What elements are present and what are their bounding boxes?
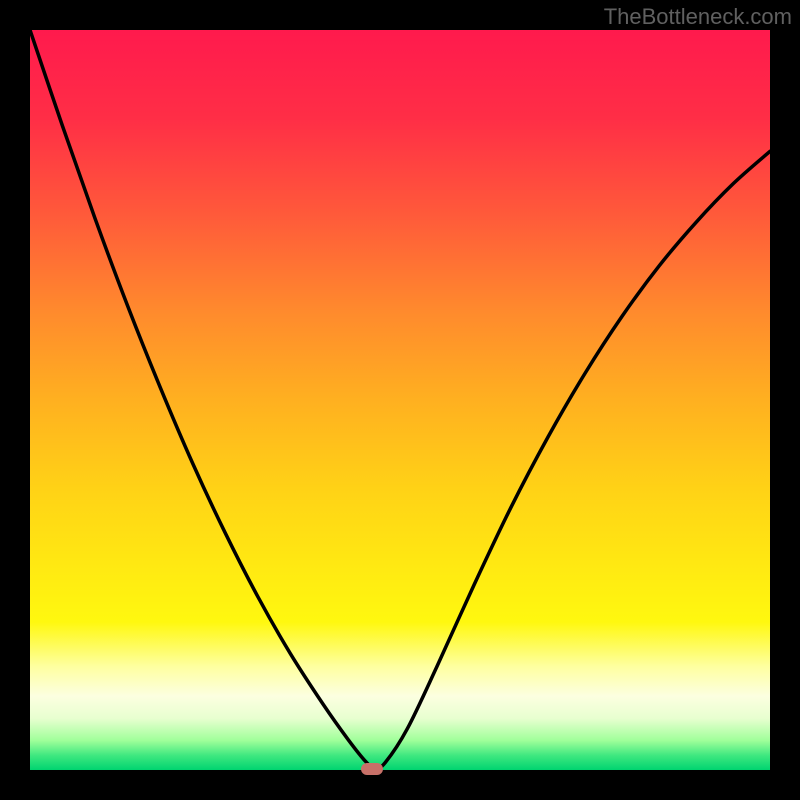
plot-area — [30, 30, 770, 770]
minimum-marker — [361, 763, 383, 775]
gradient-background — [30, 30, 770, 770]
watermark-text: TheBottleneck.com — [604, 4, 792, 30]
